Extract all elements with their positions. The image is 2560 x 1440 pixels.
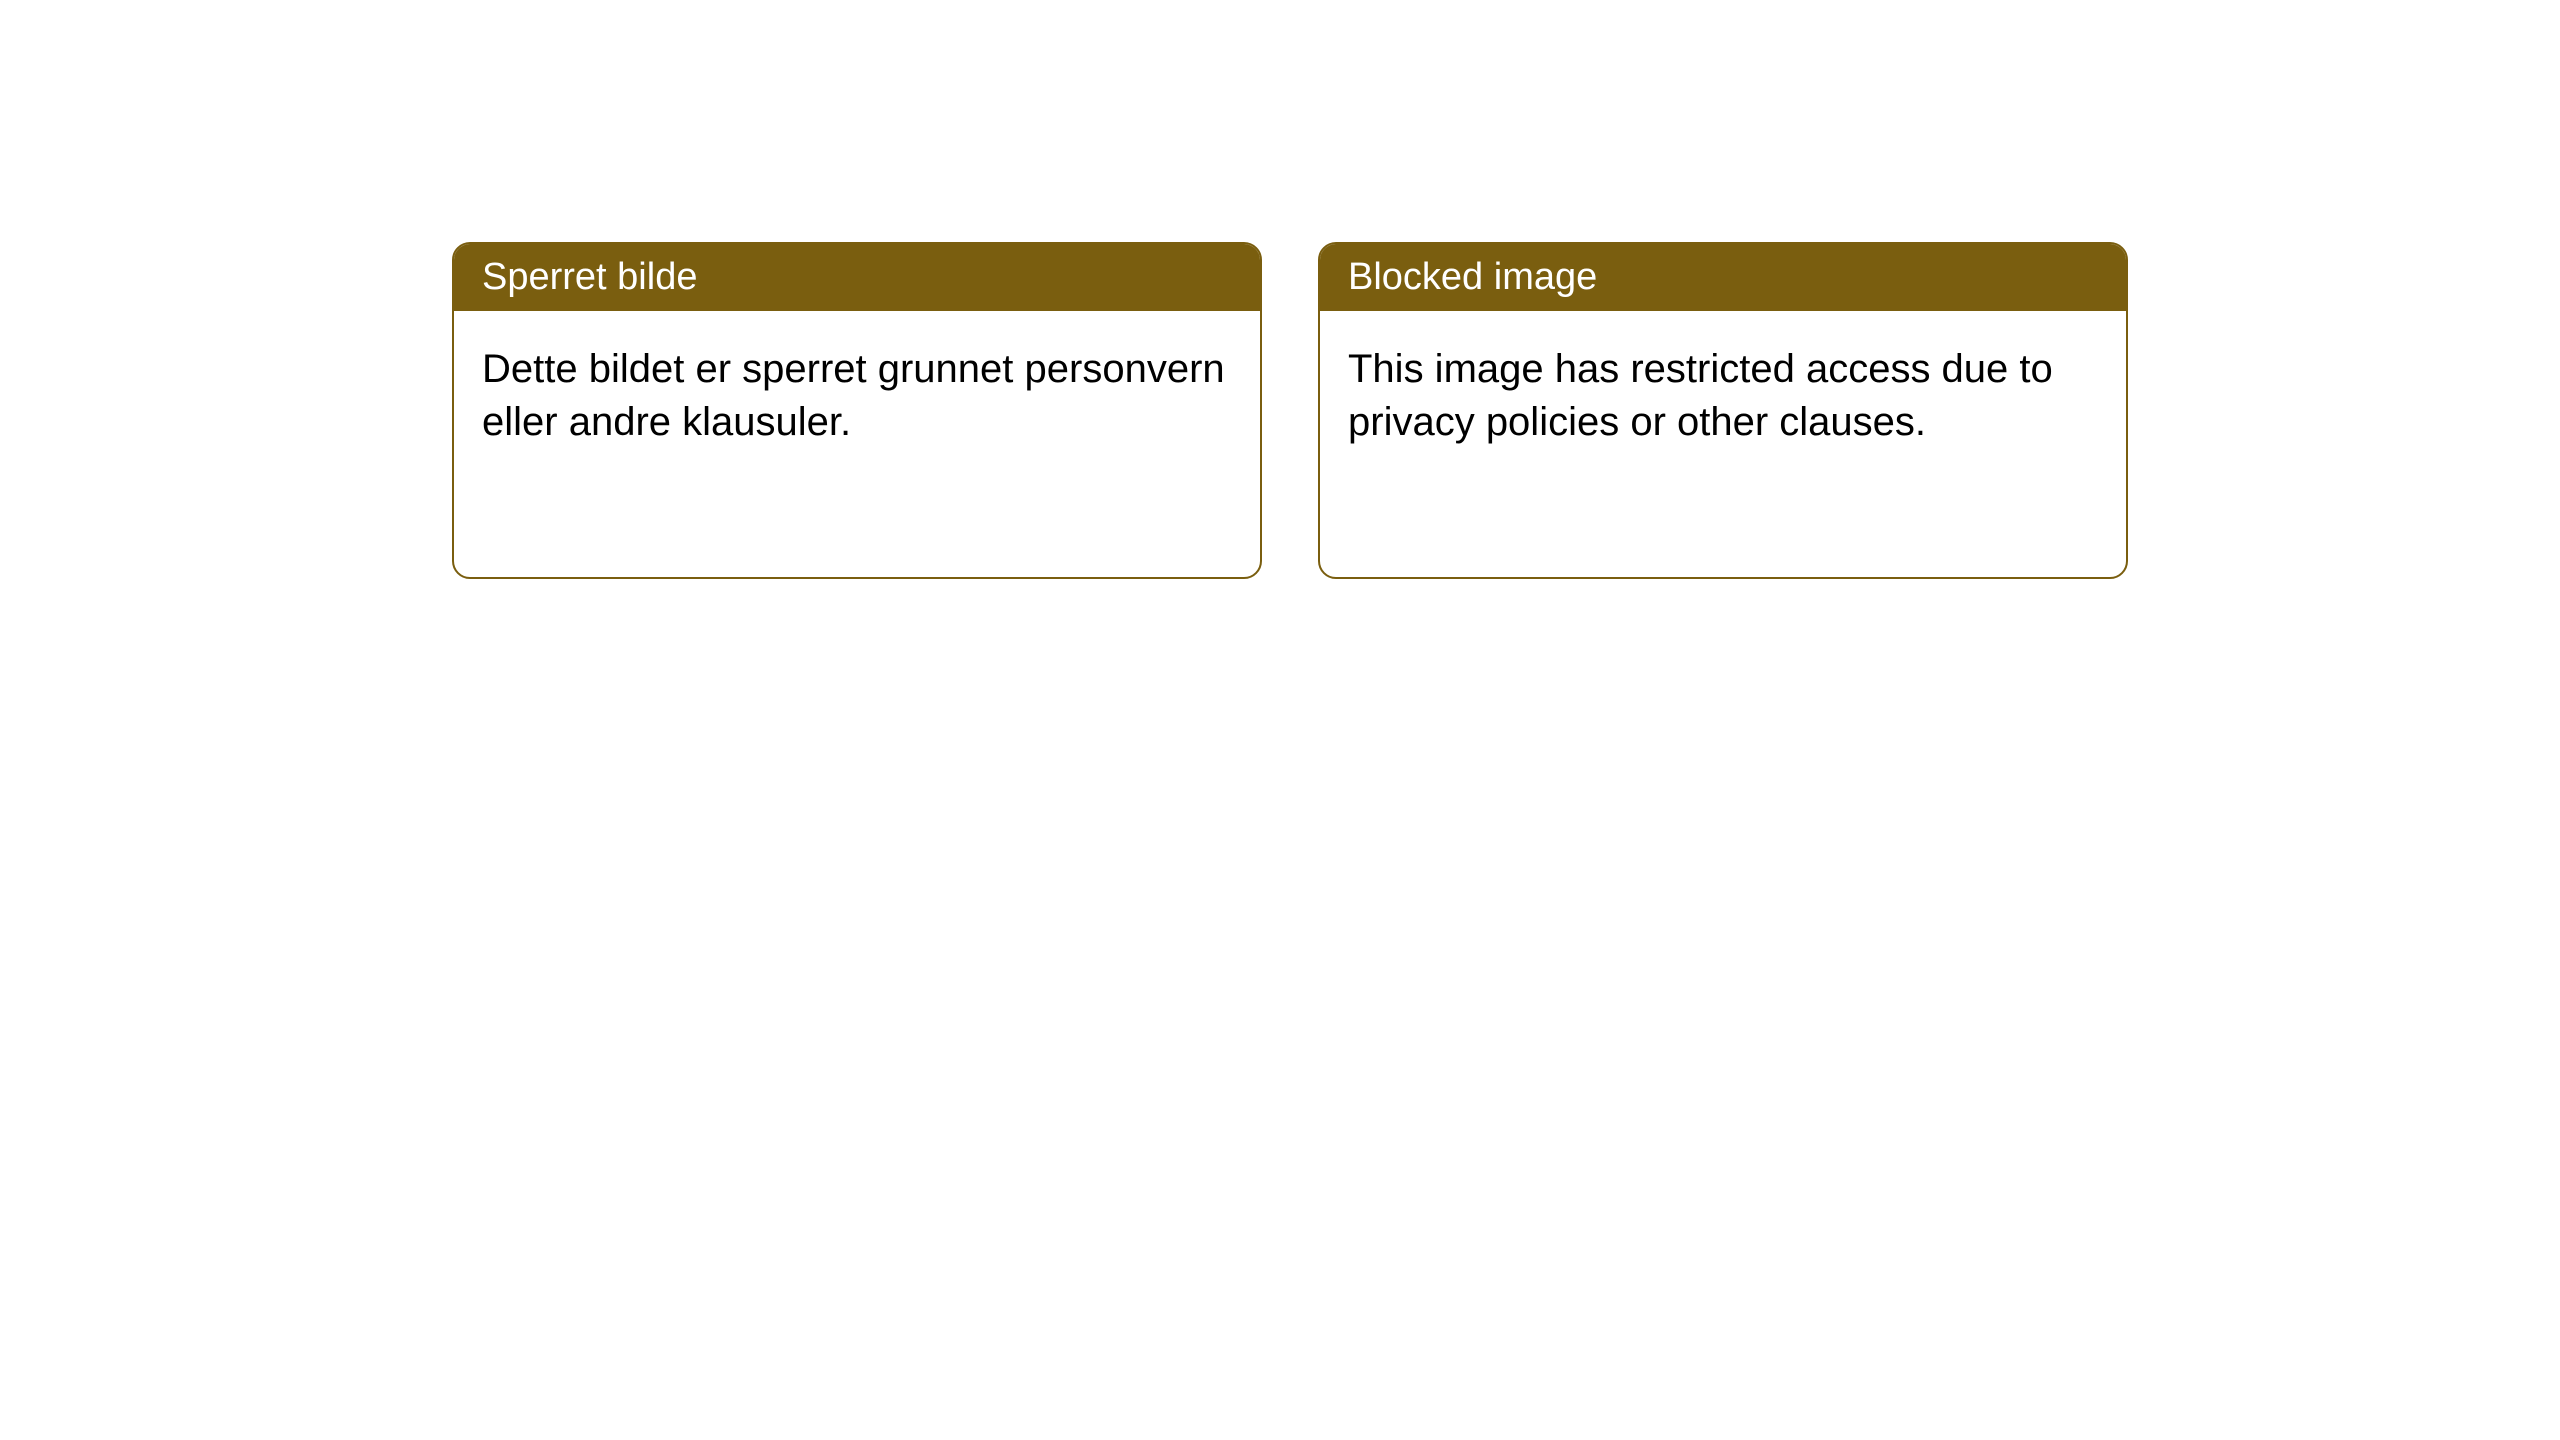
card-norwegian: Sperret bilde Dette bildet er sperret gr…: [452, 242, 1262, 579]
card-text-norwegian: Dette bildet er sperret grunnet personve…: [482, 347, 1225, 444]
card-header-english: Blocked image: [1320, 244, 2126, 311]
cards-container: Sperret bilde Dette bildet er sperret gr…: [452, 242, 2128, 579]
card-english: Blocked image This image has restricted …: [1318, 242, 2128, 579]
card-body-norwegian: Dette bildet er sperret grunnet personve…: [454, 311, 1260, 481]
card-title-norwegian: Sperret bilde: [482, 256, 697, 298]
card-header-norwegian: Sperret bilde: [454, 244, 1260, 311]
card-text-english: This image has restricted access due to …: [1348, 347, 2053, 444]
card-body-english: This image has restricted access due to …: [1320, 311, 2126, 481]
card-title-english: Blocked image: [1348, 256, 1597, 298]
